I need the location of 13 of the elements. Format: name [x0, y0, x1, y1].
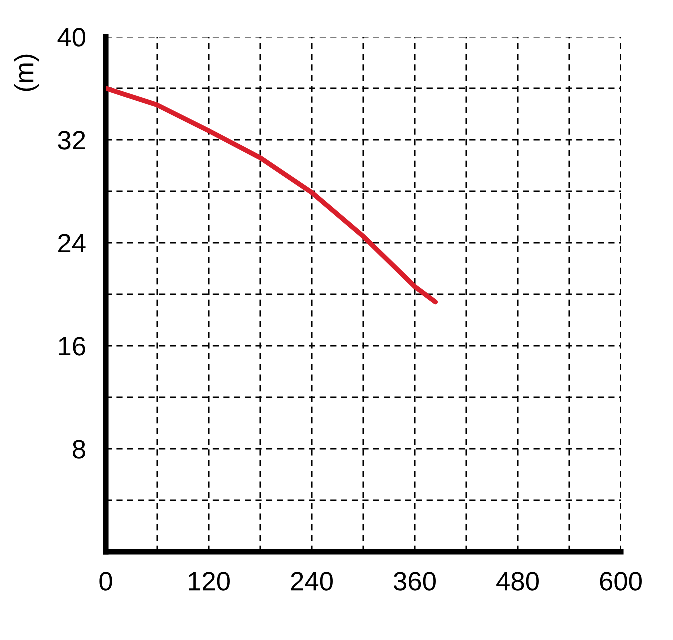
y-tick-label: 16 — [59, 337, 86, 356]
y-tick-label: 8 — [73, 440, 86, 459]
x-tick-label: 360 — [394, 572, 436, 591]
y-axis-title: (m) — [14, 54, 40, 92]
x-tick-label: 120 — [189, 572, 230, 591]
x-tick-label: 600 — [600, 572, 642, 591]
line-series — [106, 86, 438, 305]
x-tick-label: 480 — [496, 572, 539, 591]
x-tick-label: 240 — [291, 572, 333, 591]
y-tick-label: 24 — [58, 234, 86, 253]
y-tick-label: 40 — [58, 28, 86, 47]
y-tick-label: 32 — [58, 131, 86, 150]
x-tick-label: 0 — [100, 572, 112, 591]
